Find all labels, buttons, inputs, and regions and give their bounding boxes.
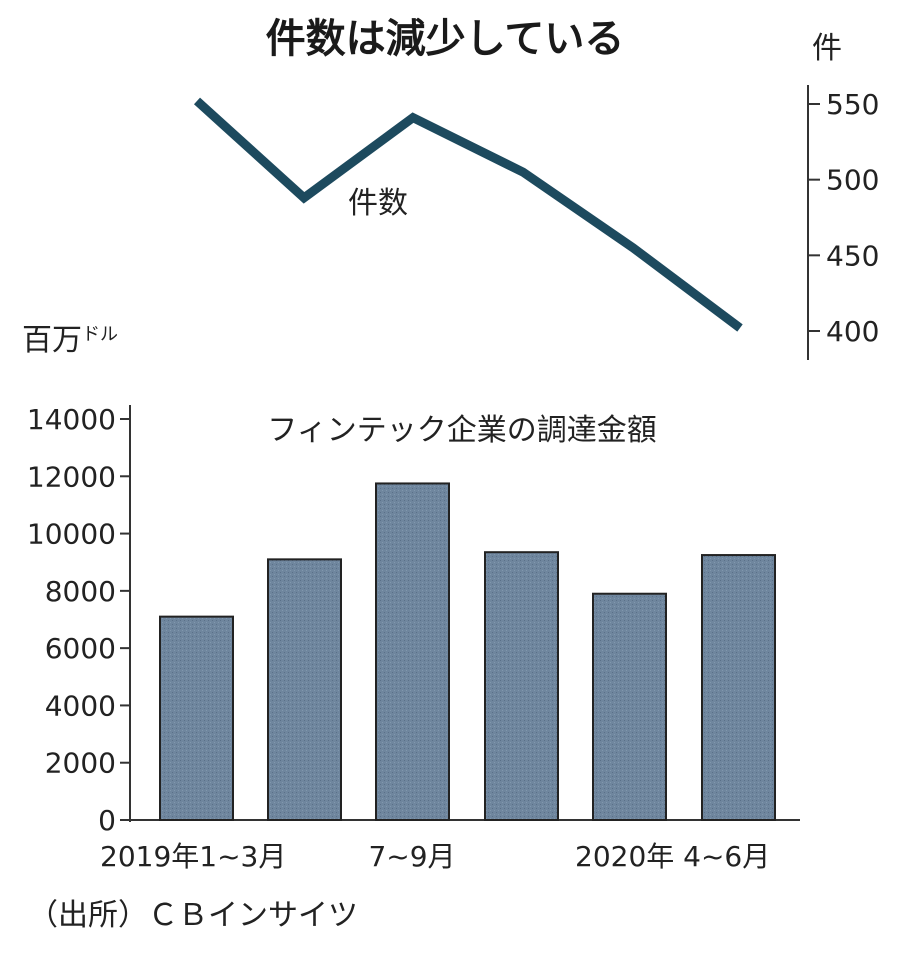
bar-unit-label: 百万ドル [22,323,118,358]
bar-y-tick-label: 4000 [45,689,116,722]
bar-y-tick-label: 14000 [27,403,116,436]
bar-y-tick-label: 8000 [45,575,116,608]
bar-x-tick-label: 2019年1~3月 [100,840,286,873]
bar-5 [592,592,667,821]
bar-6 [701,554,776,822]
bar-y-tick-label: 2000 [45,747,116,780]
bar-1 [159,615,234,822]
line-chart-title: 件数は減少している [266,16,625,62]
bar-y-tick-label: 0 [98,804,116,837]
bar-2 [267,558,342,821]
line-series-label: 件数 [348,186,408,221]
bar-y-ticks: 0 2000 4000 6000 8000 10000 12000 14000 [27,403,130,837]
bar-y-tick-label: 6000 [45,632,116,665]
line-y-ticks: 550 500 450 400 [808,88,879,348]
bar-y-tick-label: 10000 [27,518,116,551]
bar-unit-main: 百万 [22,323,82,358]
bar-x-labels: 2019年1~3月 7~9月 2020年 4~6月 [100,840,770,873]
line-y-tick-label: 400 [826,315,879,348]
bar-3 [375,482,450,821]
line-y-tick-label: 500 [826,164,879,197]
bar-series [159,482,776,822]
source-note: （出所）ＣＢインサイツ [28,898,358,933]
bar-unit-small: ドル [82,324,118,345]
line-y-tick-label: 550 [826,88,879,121]
bar-4 [484,551,559,821]
bar-x-tick-label: 7~9月 [368,840,455,873]
bar-y-tick-label: 12000 [27,460,116,493]
bar-x-tick-label: 2020年 4~6月 [575,840,770,873]
line-unit-label: 件 [812,31,842,66]
line-y-tick-label: 450 [826,239,879,272]
bar-chart-title: フィンテック企業の調達金額 [267,413,656,448]
line-series-count [193,97,743,332]
